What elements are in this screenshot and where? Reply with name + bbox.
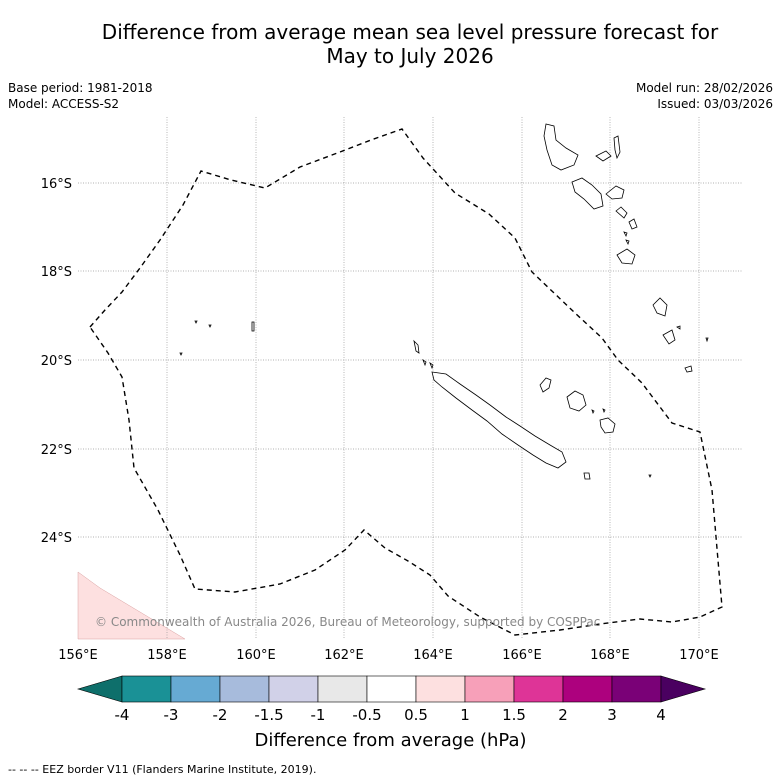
reef-b xyxy=(194,320,198,324)
lon-tick-156: 156°E xyxy=(58,648,98,663)
lon-tick-170: 170°E xyxy=(679,648,719,663)
colorbar-bin xyxy=(170,675,221,703)
colorbar-bin xyxy=(366,675,417,703)
colorbar-bin xyxy=(219,675,270,703)
lon-tick-158: 158°E xyxy=(147,648,187,663)
belep-island xyxy=(413,339,420,354)
colorbar-bin xyxy=(415,675,466,703)
islet-north-b xyxy=(429,361,434,370)
colorbar-label: 1 xyxy=(460,706,470,724)
lon-tick-162: 162°E xyxy=(324,648,364,663)
epi-island xyxy=(615,206,628,219)
ambrym-island xyxy=(605,185,625,200)
reef-d xyxy=(179,352,183,356)
colorbar-label: -3 xyxy=(164,706,179,724)
colorbar-label: -0.5 xyxy=(352,706,381,724)
colorbar-bin xyxy=(121,675,172,703)
islet-loyalty-b xyxy=(602,408,606,414)
chesterfield-reefs xyxy=(179,320,652,478)
isle-of-pines xyxy=(583,472,591,480)
issued-date: Issued: 03/03/2026 xyxy=(657,97,773,111)
colorbar-label: -1.5 xyxy=(254,706,283,724)
colorbar-label: -4 xyxy=(115,706,130,724)
islet-vanuatu-a xyxy=(623,231,628,238)
aniwa-islet xyxy=(705,337,709,343)
lon-tick-166: 166°E xyxy=(502,648,542,663)
aneityum-island xyxy=(684,365,693,373)
reef-e xyxy=(648,474,652,478)
mare-island xyxy=(599,417,616,434)
eez-legend-note: -- -- -- EEZ border V11 (Flanders Marine… xyxy=(8,763,317,776)
base-period: Base period: 1981-2018 xyxy=(8,81,153,95)
lat-tick-24: 24°S xyxy=(41,531,72,546)
colorbar-bin xyxy=(268,675,319,703)
lon-tick-168: 168°E xyxy=(590,648,630,663)
colorbar-extend-low xyxy=(76,675,123,703)
colorbar-bin xyxy=(562,675,613,703)
tanna-island xyxy=(662,329,676,345)
lon-tick-labels: 156°E 158°E 160°E 162°E 164°E 166°E 168°… xyxy=(58,648,719,663)
copyright-watermark: © Commonwealth of Australia 2026, Bureau… xyxy=(95,615,600,629)
lon-tick-164: 164°E xyxy=(413,648,453,663)
lat-tick-22: 22°S xyxy=(41,443,72,458)
lat-tick-labels: 16°S 18°S 20°S 22°S 24°S xyxy=(41,177,72,546)
efate-island xyxy=(616,248,636,265)
colorbar-label: 0.5 xyxy=(404,706,428,724)
colorbar-title: Difference from average (hPa) xyxy=(254,730,527,751)
vanuatu xyxy=(543,123,709,373)
eez-border xyxy=(89,128,723,636)
model-run: Model run: 28/02/2026 xyxy=(635,81,773,95)
chart-title-line-2: May to July 2026 xyxy=(326,44,494,68)
colorbar-bin xyxy=(611,675,662,703)
reef-a xyxy=(251,321,255,332)
map-area xyxy=(78,117,743,639)
grande-terre-island xyxy=(431,371,567,469)
colorbar-bin xyxy=(317,675,368,703)
colorbar-extend-high xyxy=(660,675,707,703)
lifou-island xyxy=(566,390,587,412)
model-name: Model: ACCESS-S2 xyxy=(8,97,120,111)
futuna-islet xyxy=(676,325,681,330)
colorbar-bin xyxy=(513,675,564,703)
colorbar-label: -2 xyxy=(213,706,228,724)
islet-north-a xyxy=(422,358,427,367)
reef-c xyxy=(208,324,212,328)
anomaly-region-pink xyxy=(77,571,186,640)
lon-tick-160: 160°E xyxy=(236,648,276,663)
lat-tick-18: 18°S xyxy=(41,265,72,280)
islet-loyalty-a xyxy=(591,409,595,415)
colorbar-label: 3 xyxy=(607,706,617,724)
lat-tick-16: 16°S xyxy=(41,177,72,192)
pentecost-island xyxy=(613,135,621,160)
colorbar-label: 4 xyxy=(656,706,666,724)
colorbar-label: 2 xyxy=(558,706,568,724)
graticule xyxy=(78,117,743,639)
new-caledonia xyxy=(413,339,616,480)
islet-vanuatu-b xyxy=(625,239,630,246)
espiritu-santo-island xyxy=(543,123,579,171)
colorbar-bin xyxy=(464,675,515,703)
erromango-island xyxy=(652,297,668,317)
lat-tick-20: 20°S xyxy=(41,354,72,369)
colorbar-tick-labels: -4 -3 -2 -1.5 -1 -0.5 0.5 1 1.5 2 3 4 xyxy=(115,706,666,724)
malakula-island xyxy=(571,177,604,210)
ouvea-island xyxy=(539,377,552,393)
maewo-island xyxy=(595,150,612,162)
chart-title-line-1: Difference from average mean sea level p… xyxy=(101,20,719,44)
colorbar-label: -1 xyxy=(311,706,326,724)
colorbar: -4 -3 -2 -1.5 -1 -0.5 0.5 1 1.5 2 3 4 xyxy=(76,675,707,724)
shepherd-islands xyxy=(628,218,638,230)
colorbar-label: 1.5 xyxy=(502,706,526,724)
